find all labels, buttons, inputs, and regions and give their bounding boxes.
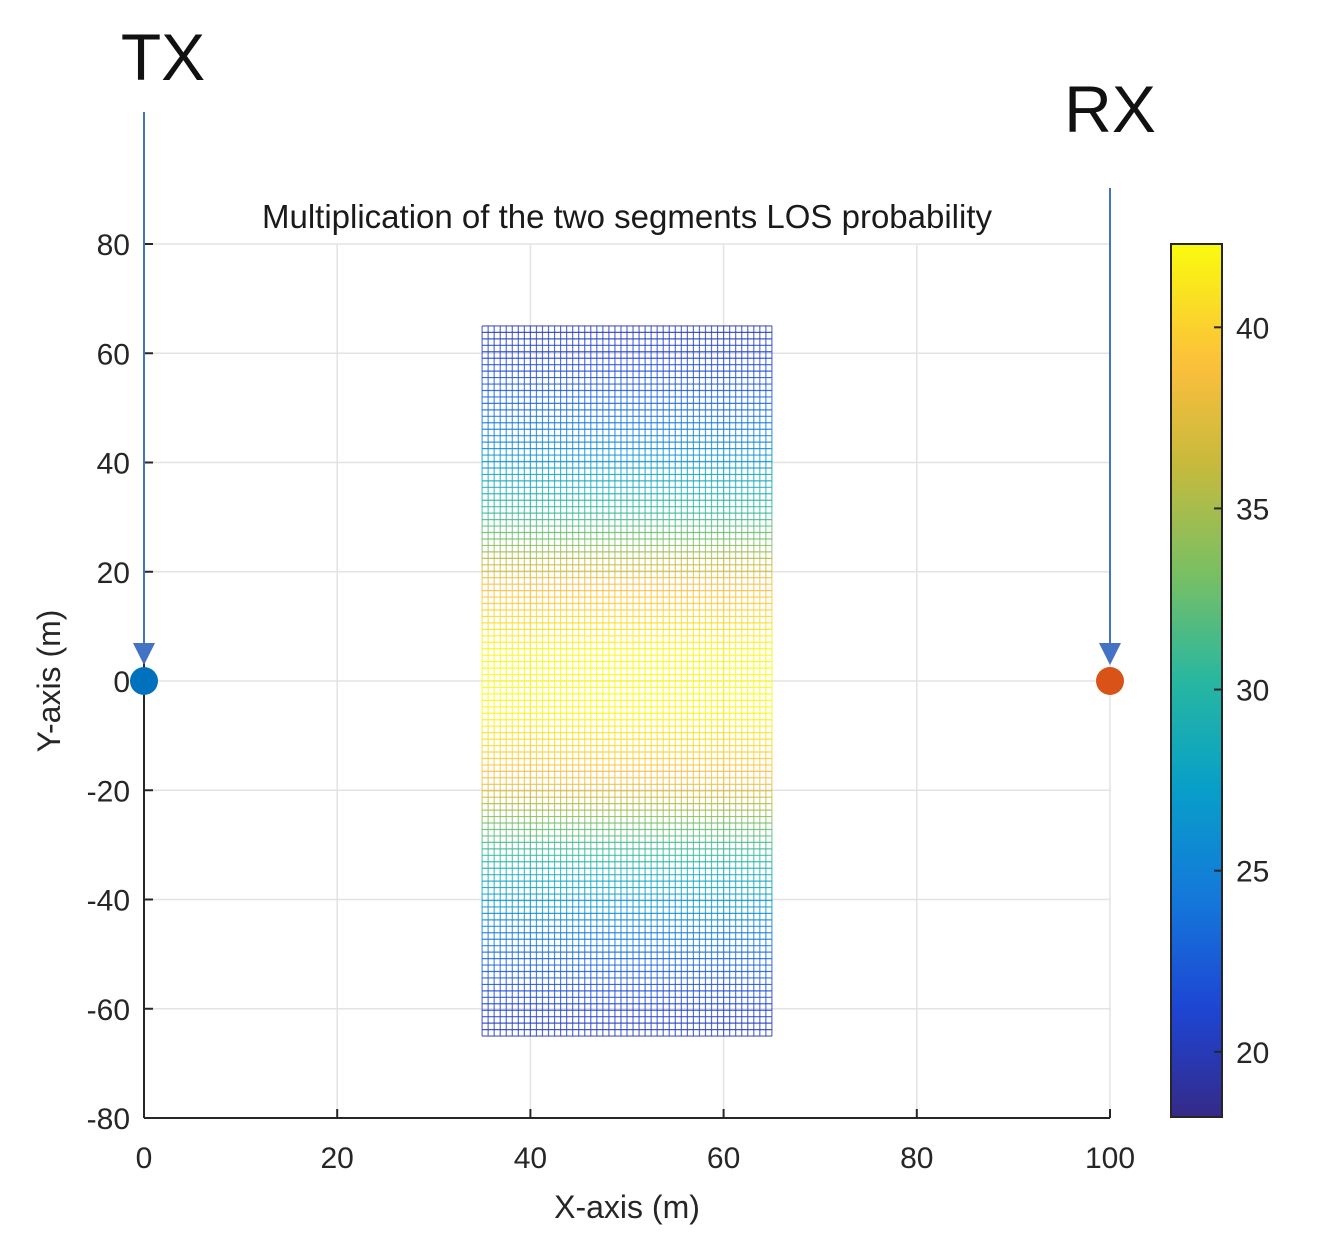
mesh-layer xyxy=(482,326,772,1036)
